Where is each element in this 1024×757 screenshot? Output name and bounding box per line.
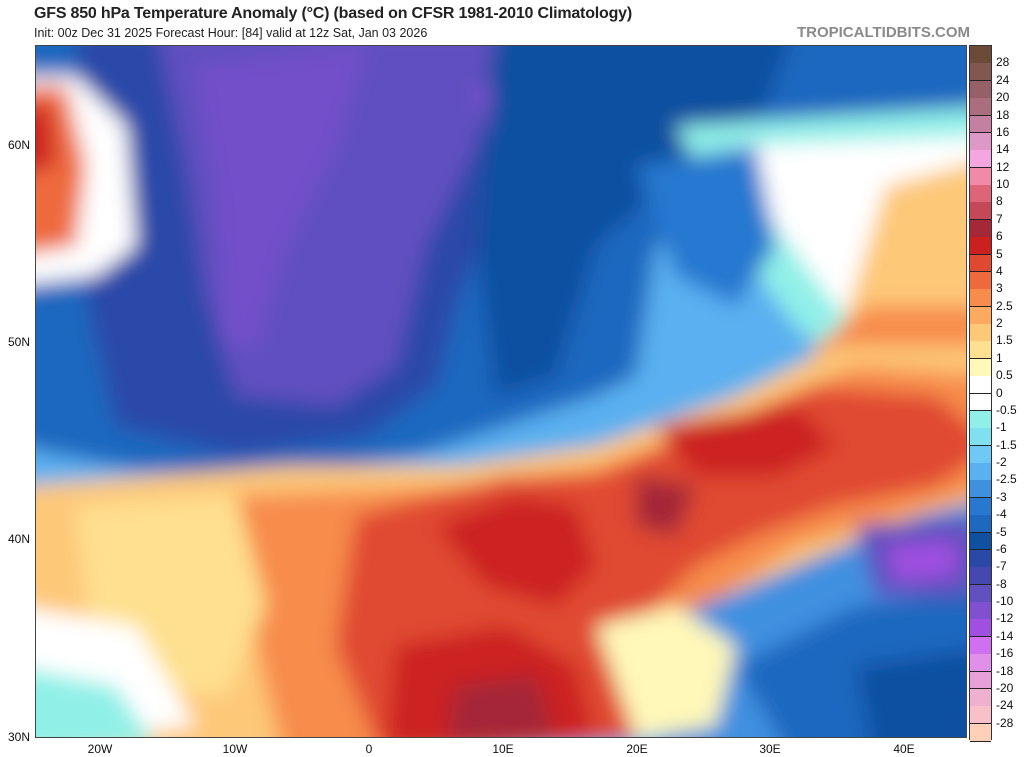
colorbar-label: 10 <box>996 177 1010 191</box>
colorbar-label: 18 <box>996 107 1010 122</box>
colorbar-segment <box>970 219 991 238</box>
colorbar-label: -24 <box>996 698 1014 713</box>
colorbar-segment <box>970 480 991 499</box>
colorbar-segment <box>970 445 991 464</box>
colorbar-label: -18 <box>996 663 1014 678</box>
colorbar-label: 2.5 <box>996 298 1013 313</box>
colorbar-segment <box>970 341 991 360</box>
colorbar-segment <box>970 723 991 742</box>
lat-label: 40N <box>7 532 30 546</box>
colorbar-label: -5 <box>996 524 1007 539</box>
colorbar-label: -1.5 <box>996 437 1017 452</box>
colorbar <box>969 45 992 742</box>
lon-label: 20W <box>87 742 113 756</box>
colorbar-segment <box>970 688 991 707</box>
colorbar-label: 12 <box>996 159 1010 174</box>
colorbar-label: 3 <box>996 281 1003 296</box>
colorbar-label: -14 <box>996 628 1014 643</box>
colorbar-segment <box>970 567 991 586</box>
colorbar-segment <box>970 63 991 82</box>
colorbar-segment <box>970 376 991 394</box>
colorbar-label: -12 <box>996 611 1014 626</box>
colorbar-segment <box>970 497 991 516</box>
lon-label: 40E <box>893 742 915 756</box>
colorbar-segment <box>970 619 991 638</box>
colorbar-segment <box>970 167 991 186</box>
colorbar-label: 28 <box>996 55 1010 70</box>
colorbar-label: 5 <box>996 246 1003 261</box>
site-brand: TROPICALTIDBITS.COM <box>796 24 970 41</box>
colorbar-label: -20 <box>996 680 1014 695</box>
colorbar-segment <box>970 237 991 255</box>
colorbar-label: 1.5 <box>996 333 1013 348</box>
colorbar-label: -7 <box>996 559 1007 574</box>
colorbar-segment <box>970 202 991 221</box>
colorbar-label: -28 <box>996 715 1014 730</box>
colorbar-label: -4 <box>996 507 1007 522</box>
colorbar-segment <box>970 671 991 690</box>
colorbar-label: -1 <box>996 420 1007 435</box>
lon-label: 10W <box>222 742 248 756</box>
colorbar-segment <box>970 428 991 447</box>
colorbar-segment <box>970 185 991 203</box>
colorbar-segment <box>970 132 991 151</box>
colorbar-segment <box>970 46 991 64</box>
lat-label: 30N <box>7 730 30 744</box>
colorbar-label: -10 <box>996 594 1014 608</box>
colorbar-label: 14 <box>996 142 1010 157</box>
temperature-anomaly-map <box>35 45 967 738</box>
colorbar-label: -2 <box>996 455 1007 469</box>
lon-label: 20E <box>626 742 648 756</box>
colorbar-segment <box>970 515 991 533</box>
colorbar-label: 7 <box>996 211 1003 226</box>
colorbar-segment <box>970 584 991 603</box>
colorbar-segment <box>970 306 991 325</box>
colorbar-label: 8 <box>996 194 1003 209</box>
colorbar-segment <box>970 602 991 620</box>
colorbar-segment <box>970 410 991 429</box>
colorbar-label: 20 <box>996 90 1010 105</box>
colorbar-label: 6 <box>996 229 1003 244</box>
colorbar-segment <box>970 254 991 273</box>
forecast-info: Init: 00z Dec 31 2025 Forecast Hour: [84… <box>34 26 428 40</box>
colorbar-segment <box>970 324 991 342</box>
colorbar-label: -2.5 <box>996 472 1017 487</box>
colorbar-segment <box>970 549 991 568</box>
colorbar-label: 2 <box>996 316 1003 330</box>
colorbar-segment <box>970 271 991 290</box>
colorbar-label: 4 <box>996 263 1003 278</box>
colorbar-label: -0.5 <box>996 402 1017 417</box>
lon-label: 10E <box>492 742 514 756</box>
colorbar-segment <box>970 393 991 412</box>
colorbar-label: 24 <box>996 72 1010 87</box>
colorbar-label: -6 <box>996 541 1007 556</box>
colorbar-segment <box>970 463 991 481</box>
colorbar-label: 0 <box>996 385 1003 400</box>
colorbar-segment <box>970 150 991 169</box>
colorbar-label: 1 <box>996 350 1003 365</box>
lat-label: 50N <box>7 335 30 349</box>
colorbar-segment <box>970 358 991 377</box>
colorbar-segment <box>970 115 991 134</box>
colorbar-label: 0.5 <box>996 368 1013 383</box>
lat-label: 60N <box>7 138 30 152</box>
colorbar-segment <box>970 532 991 551</box>
colorbar-label: -16 <box>996 646 1014 661</box>
map-title: GFS 850 hPa Temperature Anomaly (°C) (ba… <box>34 5 632 22</box>
colorbar-segment <box>970 654 991 672</box>
lon-label: 0 <box>365 742 373 756</box>
colorbar-segment <box>970 289 991 308</box>
anomaly-field <box>36 46 966 737</box>
colorbar-segment <box>970 80 991 99</box>
colorbar-label: -3 <box>996 489 1007 504</box>
lon-label: 30E <box>759 742 781 756</box>
colorbar-label: -8 <box>996 576 1007 591</box>
colorbar-segment <box>970 706 991 725</box>
colorbar-segment <box>970 636 991 655</box>
colorbar-label: 16 <box>996 124 1010 139</box>
colorbar-segment <box>970 98 991 116</box>
